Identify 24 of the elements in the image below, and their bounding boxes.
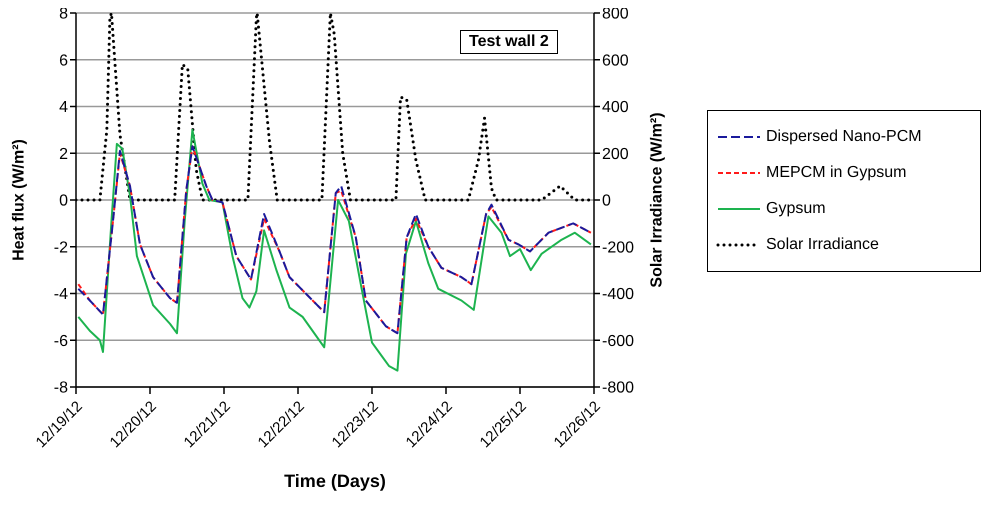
legend-label: Dispersed Nano-PCM — [766, 128, 922, 146]
y-tick-label: 4 — [59, 99, 68, 116]
y2-axis-title: Solar Irradiance (W/m²) — [648, 112, 666, 288]
y-tick-label: -4 — [54, 286, 68, 304]
legend-label: Gypsum — [766, 200, 826, 218]
legend-label: MEPCM in Gypsum — [766, 164, 906, 182]
x-axis-title: Time (Days) — [284, 471, 386, 491]
y-tick-label: -2 — [54, 239, 68, 256]
y2-tick-label: 200 — [602, 146, 629, 163]
y-axis-title: Heat flux (W/m²) — [10, 139, 28, 261]
y2-tick-label: 0 — [602, 192, 611, 210]
y2-tick-label: 600 — [602, 52, 629, 70]
legend-label: Solar Irradiance — [766, 236, 879, 254]
y-tick-label: 0 — [59, 192, 68, 210]
y2-tick-label: -400 — [602, 286, 634, 304]
y2-tick-label: -800 — [602, 380, 634, 397]
y-tick-label: 2 — [59, 146, 68, 163]
y-tick-label: -8 — [54, 380, 68, 397]
y-tick-label: 6 — [59, 52, 68, 70]
annotation: Test wall 2 — [460, 30, 558, 54]
y2-tick-label: -200 — [602, 239, 634, 256]
y2-tick-label: -600 — [602, 332, 634, 350]
y-tick-label: -6 — [54, 332, 68, 350]
y2-tick-label: 400 — [602, 99, 629, 116]
